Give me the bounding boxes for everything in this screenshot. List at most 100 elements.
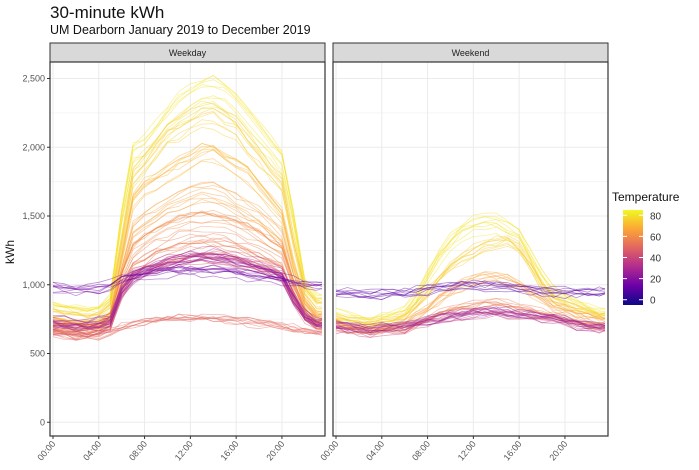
series-line-temp-10 xyxy=(335,280,606,295)
series-line-temp-25 xyxy=(335,307,606,327)
series-line-temp-55 xyxy=(335,301,606,333)
series-line-temp-60 xyxy=(52,225,323,334)
series-line-temp-45 xyxy=(52,253,323,331)
x-tick-label: 00:00 xyxy=(318,439,340,463)
series-line-temp-80 xyxy=(335,216,606,321)
x-tick-label: 08:00 xyxy=(127,439,149,463)
series-line-temp-75 xyxy=(335,237,606,327)
series-line-temp-25 xyxy=(335,310,606,334)
series-line-temp-75 xyxy=(335,242,606,324)
series-line-temp-60 xyxy=(52,212,322,331)
series-line-temp-75 xyxy=(52,100,323,317)
series-line-temp-75 xyxy=(52,107,323,318)
series-line-temp-65 xyxy=(335,275,606,331)
series-line-temp-80 xyxy=(52,95,323,310)
series-line-temp-40 xyxy=(335,308,606,333)
series-line-temp-40 xyxy=(335,311,606,338)
series-line-temp-55 xyxy=(335,301,606,336)
series-line-temp-55 xyxy=(335,304,606,336)
series-line-temp-65 xyxy=(335,279,606,331)
series-line-temp-60 xyxy=(52,221,323,329)
legend-tick-label: 0 xyxy=(650,296,656,307)
series-line-temp-70 xyxy=(52,160,323,324)
series-line-temp-10 xyxy=(335,287,606,299)
series-line-temp-25 xyxy=(52,253,323,324)
series-line-temp-45 xyxy=(52,251,323,334)
series-line-temp-55 xyxy=(335,303,606,335)
series-line-temp-65 xyxy=(52,181,323,323)
series-line-temp-15 xyxy=(52,265,323,291)
series-line-temp-65 xyxy=(52,198,323,330)
series-line-temp-80 xyxy=(52,74,323,312)
series-line-temp-70 xyxy=(52,142,323,326)
series-line-temp-15 xyxy=(52,266,323,297)
series-line-temp-75 xyxy=(52,110,323,324)
series-line-temp-50 xyxy=(52,316,323,341)
series-line-temp-35 xyxy=(52,248,323,330)
series-line-temp-15 xyxy=(52,265,323,292)
series-line-temp-35 xyxy=(52,254,323,328)
series-line-temp-25 xyxy=(335,310,606,334)
series-line-temp-25 xyxy=(335,308,606,331)
series-line-temp-55 xyxy=(52,241,323,335)
series-line-temp-55 xyxy=(52,239,323,336)
series-line-temp-10 xyxy=(335,284,606,298)
series-line-temp-70 xyxy=(52,148,323,328)
series-line-temp-70 xyxy=(52,149,323,327)
series-line-temp-35 xyxy=(52,250,323,328)
series-line-temp-75 xyxy=(335,238,606,326)
series-line-temp-35 xyxy=(52,260,323,332)
legend-colorbar xyxy=(623,210,643,305)
x-tick-label: 16:00 xyxy=(502,439,524,463)
series-line-temp-75 xyxy=(52,107,323,317)
series-line-temp-75 xyxy=(52,111,322,319)
series-line-temp-10 xyxy=(335,288,606,300)
y-tick-label: 2,500 xyxy=(22,74,45,84)
series-line-temp-55 xyxy=(52,241,323,336)
series-line-temp-40 xyxy=(335,308,606,332)
series-line-temp-55 xyxy=(52,230,323,328)
series-line-temp-25 xyxy=(52,254,323,326)
series-line-temp-40 xyxy=(335,311,606,332)
y-tick-label: 1,500 xyxy=(22,211,45,221)
panel-weekday: Weekday 00:00 04:00 08:00 12:00 16:00 20:00 0 50… xyxy=(22,42,326,463)
series-line-temp-50 xyxy=(52,313,323,339)
series-line-temp-70 xyxy=(52,148,323,326)
series-line-temp-75 xyxy=(52,102,323,319)
series-lines xyxy=(52,74,323,341)
y-axis-label: kWh xyxy=(3,240,17,264)
series-line-temp-25 xyxy=(335,306,606,330)
series-line-temp-80 xyxy=(335,221,606,324)
series-line-temp-25 xyxy=(52,259,323,329)
series-line-temp-45 xyxy=(52,262,323,338)
x-tick-label: 00:00 xyxy=(35,439,57,463)
series-line-temp-10 xyxy=(335,281,606,295)
series-line-temp-65 xyxy=(52,188,323,326)
series-line-temp-80 xyxy=(335,216,606,320)
series-line-temp-50 xyxy=(52,315,323,340)
x-tick-label: 04:00 xyxy=(81,439,103,463)
series-line-temp-60 xyxy=(52,211,323,326)
series-line-temp-70 xyxy=(52,143,323,322)
facet-label: Weekday xyxy=(169,48,207,58)
series-line-temp-35 xyxy=(52,256,323,332)
series-line-temp-50 xyxy=(52,316,323,338)
series-line-temp-55 xyxy=(335,301,606,335)
series-line-temp-50 xyxy=(52,317,323,341)
panel-border xyxy=(49,61,326,437)
series-line-temp-15 xyxy=(52,268,323,290)
series-line-temp-10 xyxy=(335,281,606,301)
series-line-temp-65 xyxy=(335,271,606,329)
series-line-temp-70 xyxy=(52,158,323,326)
series-line-temp-45 xyxy=(52,259,323,338)
series-line-temp-65 xyxy=(52,193,323,335)
series-line-temp-75 xyxy=(335,237,606,325)
series-line-temp-40 xyxy=(335,311,606,332)
series-line-temp-55 xyxy=(52,233,323,329)
legend-tick-label: 80 xyxy=(650,211,662,222)
series-line-temp-25 xyxy=(335,308,606,330)
series-line-temp-80 xyxy=(52,84,323,312)
series-line-temp-45 xyxy=(52,255,323,335)
series-line-temp-75 xyxy=(335,244,606,329)
series-line-temp-80 xyxy=(335,226,606,324)
